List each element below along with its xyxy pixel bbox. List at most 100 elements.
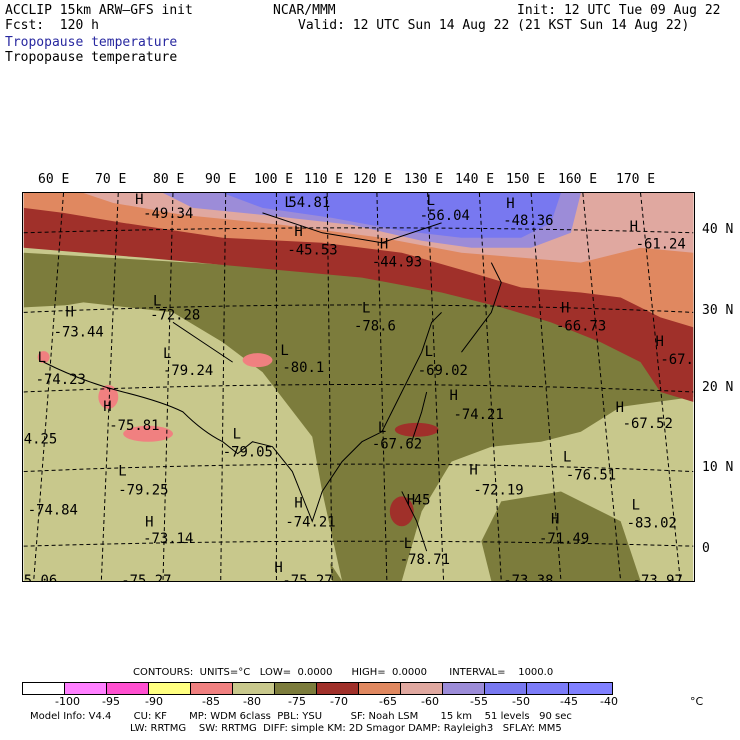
svg-text:L: L bbox=[153, 293, 161, 309]
lon-label: 100 E bbox=[254, 172, 294, 187]
svg-text:54.81: 54.81 bbox=[288, 195, 330, 211]
lon-label: 120 E bbox=[353, 172, 393, 187]
lon-label: 140 E bbox=[455, 172, 495, 187]
svg-text:H: H bbox=[294, 495, 302, 511]
lon-label: 80 E bbox=[153, 172, 185, 187]
color-swatch bbox=[23, 683, 65, 694]
svg-text:H: H bbox=[616, 400, 624, 416]
colorbar-tick: -50 bbox=[512, 695, 530, 708]
svg-text:-80.1: -80.1 bbox=[282, 360, 324, 376]
lon-label: 170 E bbox=[616, 172, 656, 187]
svg-text:-78.71: -78.71 bbox=[400, 552, 450, 568]
color-swatch bbox=[233, 683, 275, 694]
region-m70 bbox=[23, 252, 694, 581]
field-title: Tropopause temperature bbox=[5, 50, 178, 65]
svg-text:-56.04: -56.04 bbox=[420, 208, 470, 224]
svg-text:H: H bbox=[135, 192, 143, 208]
region-m80 bbox=[123, 425, 173, 442]
svg-text:L: L bbox=[233, 427, 241, 443]
color-swatch bbox=[401, 683, 443, 694]
svg-text:L: L bbox=[425, 344, 433, 360]
lon-label: 70 E bbox=[95, 172, 127, 187]
color-swatch bbox=[359, 683, 401, 694]
svg-text:H: H bbox=[145, 514, 153, 530]
svg-text:-61.24: -61.24 bbox=[636, 237, 686, 253]
lon-label: 110 E bbox=[304, 172, 344, 187]
svg-text:L: L bbox=[38, 350, 46, 366]
svg-text:-74.21: -74.21 bbox=[285, 514, 335, 530]
color-swatch bbox=[443, 683, 485, 694]
forecast-hour: Fcst: 120 h bbox=[5, 18, 99, 33]
svg-text:-74.23: -74.23 bbox=[36, 372, 86, 388]
colorbar-tick: -55 bbox=[470, 695, 488, 708]
organization: NCAR/MMM bbox=[273, 3, 336, 18]
init-time: Init: 12 UTC Tue 09 Aug 22 bbox=[517, 3, 721, 18]
svg-text:H: H bbox=[407, 492, 415, 508]
colorbar-tick: -60 bbox=[421, 695, 439, 708]
svg-text:-73.44: -73.44 bbox=[54, 324, 104, 340]
lat-label: 0 bbox=[702, 541, 710, 556]
svg-text:L: L bbox=[280, 343, 288, 359]
svg-text:-79.25: -79.25 bbox=[118, 482, 168, 498]
extrema-labels: H-49.34 L54.81 L-56.04 H-48.36 H-45.53 H… bbox=[24, 192, 694, 582]
svg-text:-69.02: -69.02 bbox=[418, 363, 468, 379]
lon-label: 160 E bbox=[558, 172, 598, 187]
svg-text:-71.49: -71.49 bbox=[539, 531, 589, 547]
svg-text:-73.14: -73.14 bbox=[143, 531, 193, 547]
svg-text:-73.97: -73.97 bbox=[633, 573, 683, 582]
valid-time: Valid: 12 UTC Sun 14 Aug 22 (21 KST Sun … bbox=[298, 18, 690, 33]
color-swatch bbox=[317, 683, 359, 694]
colorbar-unit: °C bbox=[690, 695, 704, 708]
colorbar-tick: -95 bbox=[102, 695, 120, 708]
colorbar-tick: -85 bbox=[202, 695, 220, 708]
field-title-blue: Tropopause temperature bbox=[5, 35, 178, 50]
tropopause-temperature-map: H-49.34 L54.81 L-56.04 H-48.36 H-45.53 H… bbox=[22, 192, 695, 582]
color-swatch bbox=[149, 683, 191, 694]
svg-text:L: L bbox=[118, 464, 126, 480]
svg-text:-79.05: -79.05 bbox=[223, 445, 273, 461]
svg-text:H: H bbox=[66, 304, 74, 320]
svg-text:-75.27: -75.27 bbox=[282, 573, 332, 582]
region-m80 bbox=[37, 351, 50, 364]
svg-text:H: H bbox=[274, 560, 282, 576]
lat-label: 40 N bbox=[702, 222, 734, 237]
model-title: ACCLIP 15km ARW–GFS init bbox=[5, 3, 193, 18]
svg-text:H: H bbox=[380, 237, 388, 253]
svg-text:H: H bbox=[630, 219, 638, 235]
svg-text:L: L bbox=[163, 346, 171, 362]
graticule bbox=[23, 193, 694, 581]
svg-text:45: 45 bbox=[414, 492, 431, 508]
colorbar-tick: -45 bbox=[560, 695, 578, 708]
color-swatch bbox=[191, 683, 233, 694]
lat-label: 20 N bbox=[702, 380, 734, 395]
region-m80 bbox=[242, 353, 273, 368]
lon-label: 90 E bbox=[205, 172, 237, 187]
colorbar-tick: -75 bbox=[288, 695, 306, 708]
model-info: Model Info: V4.4 CU: KF MP: WDM 6class P… bbox=[30, 711, 572, 722]
svg-text:-73.38: -73.38 bbox=[503, 573, 553, 582]
svg-text:-67.62: -67.62 bbox=[372, 437, 422, 453]
svg-text:H: H bbox=[655, 334, 663, 350]
colorbar-tick: -90 bbox=[145, 695, 163, 708]
svg-text:-66.73: -66.73 bbox=[556, 318, 606, 334]
svg-text:H: H bbox=[469, 463, 477, 479]
svg-text:-44.93: -44.93 bbox=[372, 255, 422, 271]
svg-text:L: L bbox=[427, 193, 435, 209]
lon-label: 130 E bbox=[404, 172, 444, 187]
svg-text:L: L bbox=[632, 497, 640, 513]
contours-info: CONTOURS: UNITS=°C LOW= 0.0000 HIGH= 0.0… bbox=[133, 667, 554, 678]
svg-text:-83.02: -83.02 bbox=[627, 515, 677, 531]
svg-text:5.06: 5.06 bbox=[24, 573, 58, 582]
region-m65 bbox=[394, 422, 439, 437]
physics-info: LW: RRTMG SW: RRTMG DIFF: simple KM: 2D … bbox=[130, 723, 562, 734]
region-m45 bbox=[222, 193, 561, 238]
svg-text:-79.24: -79.24 bbox=[163, 363, 213, 379]
svg-text:-48.36: -48.36 bbox=[503, 213, 553, 229]
svg-text:H: H bbox=[450, 388, 458, 404]
color-swatch bbox=[65, 683, 107, 694]
lat-label: 30 N bbox=[702, 303, 734, 318]
svg-text:-72.28: -72.28 bbox=[150, 307, 200, 323]
color-swatch bbox=[527, 683, 569, 694]
lon-label: 60 E bbox=[38, 172, 70, 187]
region-m70-south bbox=[481, 491, 641, 581]
